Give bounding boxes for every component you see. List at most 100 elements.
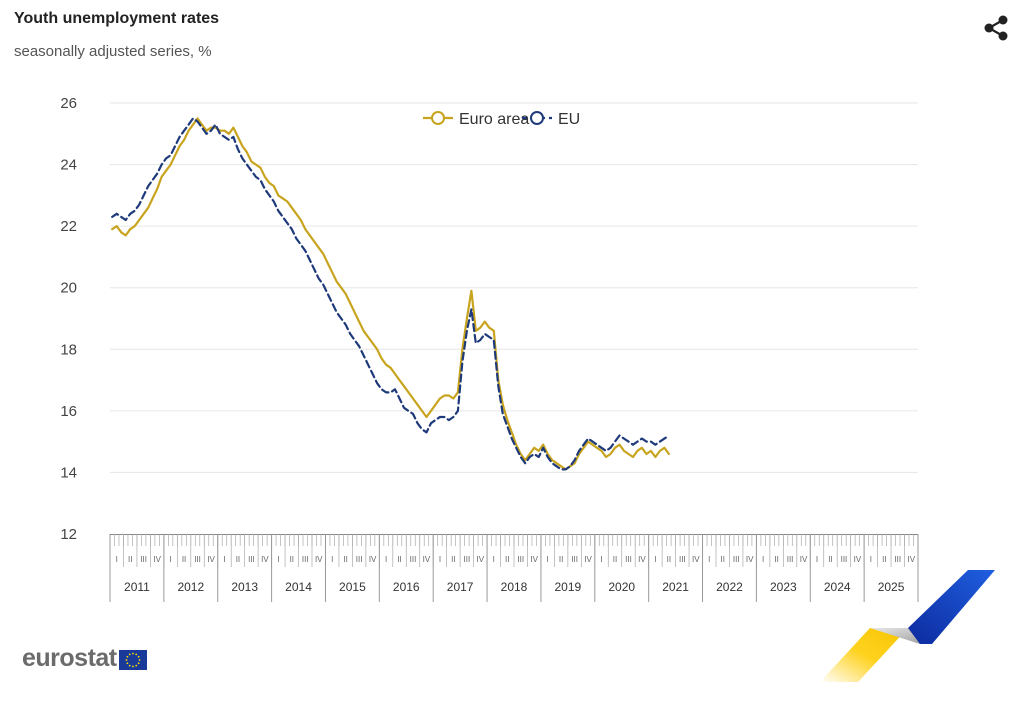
flag-star (134, 653, 137, 656)
legend-item: EU (522, 111, 580, 128)
quarter-label: II (559, 555, 563, 564)
year-label: 2013 (231, 580, 258, 594)
year-label: 2023 (770, 580, 797, 594)
quarter-label: IV (530, 555, 538, 564)
quarter-label: I (762, 555, 764, 564)
year-label: 2021 (662, 580, 689, 594)
legend-label: Euro area (459, 111, 529, 128)
quarter-label: I (439, 555, 441, 564)
chart-subtitle: seasonally adjusted series, % (14, 43, 212, 60)
flag-star (128, 664, 131, 667)
y-tick-label: 12 (60, 526, 77, 543)
flag-star (137, 662, 140, 665)
quarter-label: III (248, 555, 255, 564)
year-label: 2020 (608, 580, 635, 594)
share-icon[interactable] (980, 12, 1012, 44)
quarter-label: II (667, 555, 671, 564)
flag-star (134, 664, 137, 667)
logo-text: eurostat (22, 644, 117, 672)
quarter-label: I (816, 555, 818, 564)
flag-star (126, 662, 128, 665)
quarter-label: III (140, 555, 147, 564)
year-label: 2018 (501, 580, 528, 594)
quarter-label: II (882, 555, 886, 564)
series-line-euro-area (111, 117, 671, 471)
quarter-label: IV (907, 555, 915, 564)
quarter-label: III (787, 555, 794, 564)
y-tick-label: 20 (60, 280, 77, 297)
quarter-label: IV (315, 555, 323, 564)
quarter-label: IV (746, 555, 754, 564)
y-tick-label: 22 (60, 218, 77, 235)
quarter-label: I (116, 555, 118, 564)
legend-marker (530, 111, 544, 125)
quarter-label: II (397, 555, 401, 564)
quarter-label: IV (638, 555, 646, 564)
quarter-label: I (600, 555, 602, 564)
quarter-label: IV (153, 555, 161, 564)
quarter-label: IV (207, 555, 215, 564)
quarter-label: III (625, 555, 632, 564)
eu-flag-icon (118, 650, 147, 670)
year-label: 2017 (447, 580, 474, 594)
quarter-label: IV (261, 555, 269, 564)
legend-item: Euro area (423, 111, 529, 128)
year-label: 2015 (339, 580, 366, 594)
quarter-label: II (721, 555, 725, 564)
y-tick-label: 16 (60, 403, 77, 420)
y-tick-label: 26 (60, 95, 77, 112)
quarter-label: III (841, 555, 848, 564)
quarter-label: IV (477, 555, 485, 564)
quarter-label: I (708, 555, 710, 564)
quarter-label: I (654, 555, 656, 564)
quarter-label: III (356, 555, 363, 564)
quarter-label: III (410, 555, 417, 564)
quarter-label: I (169, 555, 171, 564)
quarter-label: III (194, 555, 201, 564)
quarter-label: I (870, 555, 872, 564)
year-label: 2012 (177, 580, 204, 594)
quarter-label: II (290, 555, 294, 564)
chart-title: Youth unemployment rates (14, 10, 220, 27)
flag-star (137, 655, 140, 658)
quarter-label: II (774, 555, 778, 564)
flag-star (126, 655, 128, 658)
y-tick-label: 24 (60, 157, 77, 174)
year-label: 2014 (285, 580, 312, 594)
quarter-label: IV (584, 555, 592, 564)
year-label: 2019 (555, 580, 582, 594)
flag-star (131, 652, 134, 655)
quarter-label: I (223, 555, 225, 564)
quarter-label: III (302, 555, 309, 564)
quarter-label: III (517, 555, 524, 564)
quarter-label: II (182, 555, 186, 564)
legend-marker (431, 111, 445, 125)
quarter-label: III (894, 555, 901, 564)
quarter-label: II (828, 555, 832, 564)
quarter-label: I (547, 555, 549, 564)
quarter-label: I (331, 555, 333, 564)
quarter-label: I (385, 555, 387, 564)
year-label: 2025 (878, 580, 905, 594)
quarter-label: II (451, 555, 455, 564)
flag-star (128, 653, 131, 656)
y-tick-label: 14 (60, 464, 77, 481)
quarter-label: III (679, 555, 686, 564)
quarter-label: I (493, 555, 495, 564)
year-label: 2011 (124, 580, 150, 594)
year-label: 2022 (716, 580, 743, 594)
flag-star (125, 659, 128, 661)
eurostat-logo: eurostat (22, 644, 147, 673)
year-label: 2024 (824, 580, 851, 594)
y-tick-label: 18 (60, 341, 77, 358)
quarter-label: II (613, 555, 617, 564)
quarter-label: III (464, 555, 471, 564)
quarter-label: IV (854, 555, 862, 564)
flag-star (138, 659, 141, 661)
quarter-label: II (128, 555, 132, 564)
quarter-label: IV (800, 555, 808, 564)
series-line-eu (111, 117, 671, 471)
quarter-label: II (505, 555, 509, 564)
quarter-label: III (733, 555, 740, 564)
